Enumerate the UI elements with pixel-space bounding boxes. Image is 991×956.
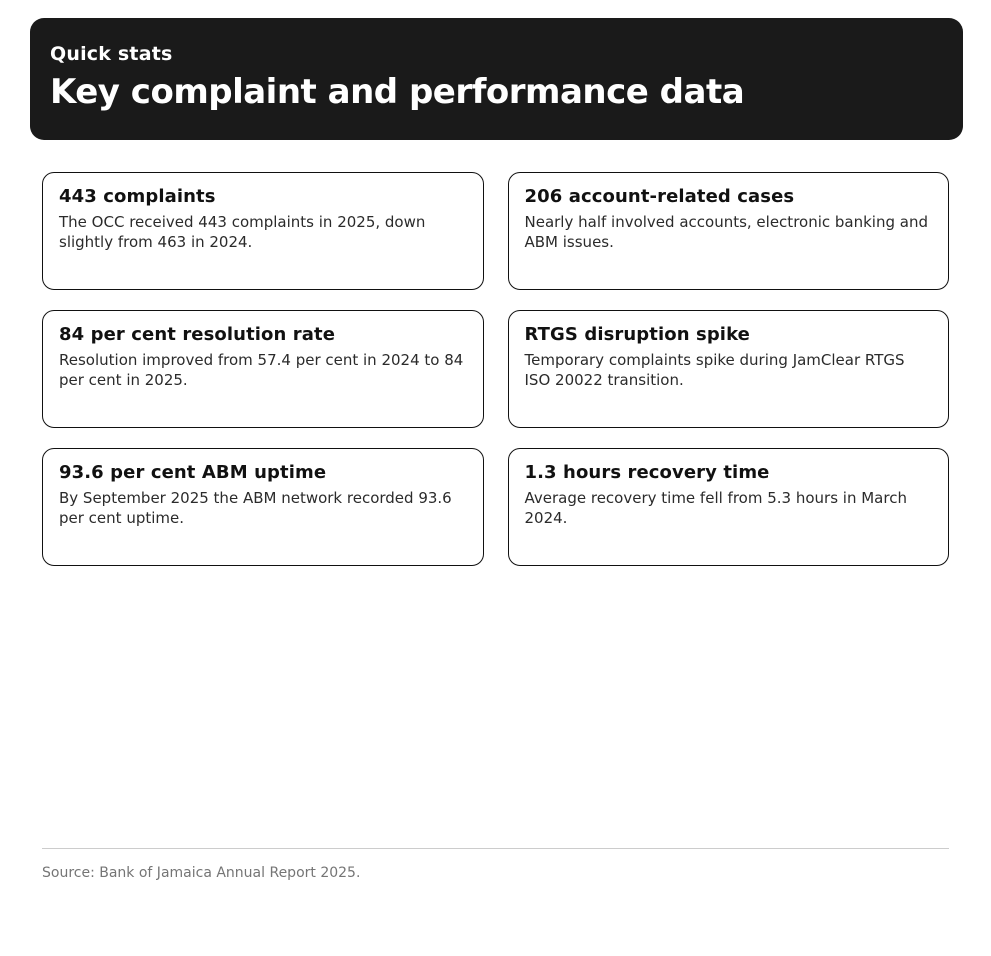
stat-card-resolution-rate: 84 per cent resolution rate Resolution i… [42, 310, 484, 428]
stat-card-body: The OCC received 443 complaints in 2025,… [59, 213, 426, 252]
stat-card-body: By September 2025 the ABM network record… [59, 489, 452, 528]
stat-card-title: 84 per cent resolution rate [59, 324, 336, 345]
stat-card-body: Nearly half involved accounts, electroni… [524, 213, 928, 252]
footer: Source: Bank of Jamaica Annual Report 20… [42, 848, 949, 881]
header-banner: Quick stats Key complaint and performanc… [30, 18, 963, 140]
stat-card-body: Temporary complaints spike during JamCle… [524, 351, 905, 390]
stat-card-recovery-time: 1.3 hours recovery time Average recovery… [507, 448, 949, 566]
stat-card-title: 443 complaints [59, 186, 216, 207]
stats-grid: 443 complaints The OCC received 443 comp… [42, 172, 949, 566]
header-eyebrow: Quick stats [50, 43, 173, 65]
stat-card-abm-uptime: 93.6 per cent ABM uptime By September 20… [42, 448, 484, 566]
stat-card-title: 93.6 per cent ABM uptime [59, 462, 327, 483]
stat-card-title: 206 account-related cases [524, 186, 795, 207]
stat-card-body: Average recovery time fell from 5.3 hour… [524, 489, 907, 528]
stat-card-title: 1.3 hours recovery time [524, 462, 770, 483]
stat-card-rtgs-spike: RTGS disruption spike Temporary complain… [507, 310, 949, 428]
page-title: Key complaint and performance data [50, 72, 745, 112]
stat-card-complaints: 443 complaints The OCC received 443 comp… [42, 172, 484, 290]
stat-card-account-cases: 206 account-related cases Nearly half in… [507, 172, 949, 290]
stat-card-title: RTGS disruption spike [524, 324, 750, 345]
source-note: Source: Bank of Jamaica Annual Report 20… [42, 865, 361, 881]
stat-card-body: Resolution improved from 57.4 per cent i… [59, 351, 464, 390]
